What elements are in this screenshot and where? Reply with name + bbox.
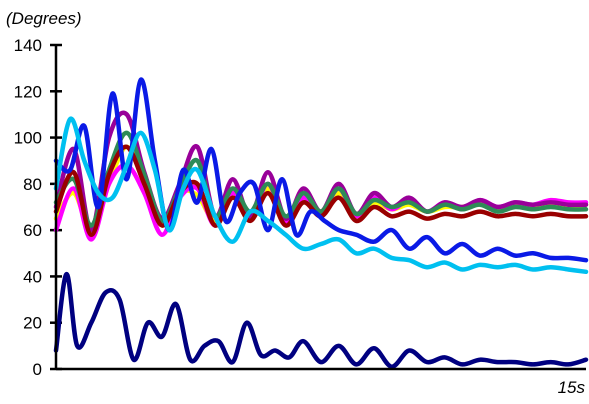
series-line-2 [53,162,589,242]
y-tick-label: 40 [23,267,42,286]
y-tick-label: 20 [23,314,42,333]
series-line-8 [53,271,589,369]
series-line-4 [53,130,589,228]
x-axis-end-label: 15s [558,378,586,397]
y-tick-label: 80 [23,175,42,194]
y-tick-label: 120 [14,82,42,101]
series-layer [53,77,589,369]
y-tick-label: 60 [23,221,42,240]
series-line-5 [53,144,589,238]
y-tick-label: 140 [14,36,42,55]
y-axis-unit-label: (Degrees) [6,9,82,28]
series-line-6 [53,77,589,263]
y-tick-label: 100 [14,129,42,148]
series-line-7 [53,116,589,275]
y-tick-label: 0 [33,360,42,379]
